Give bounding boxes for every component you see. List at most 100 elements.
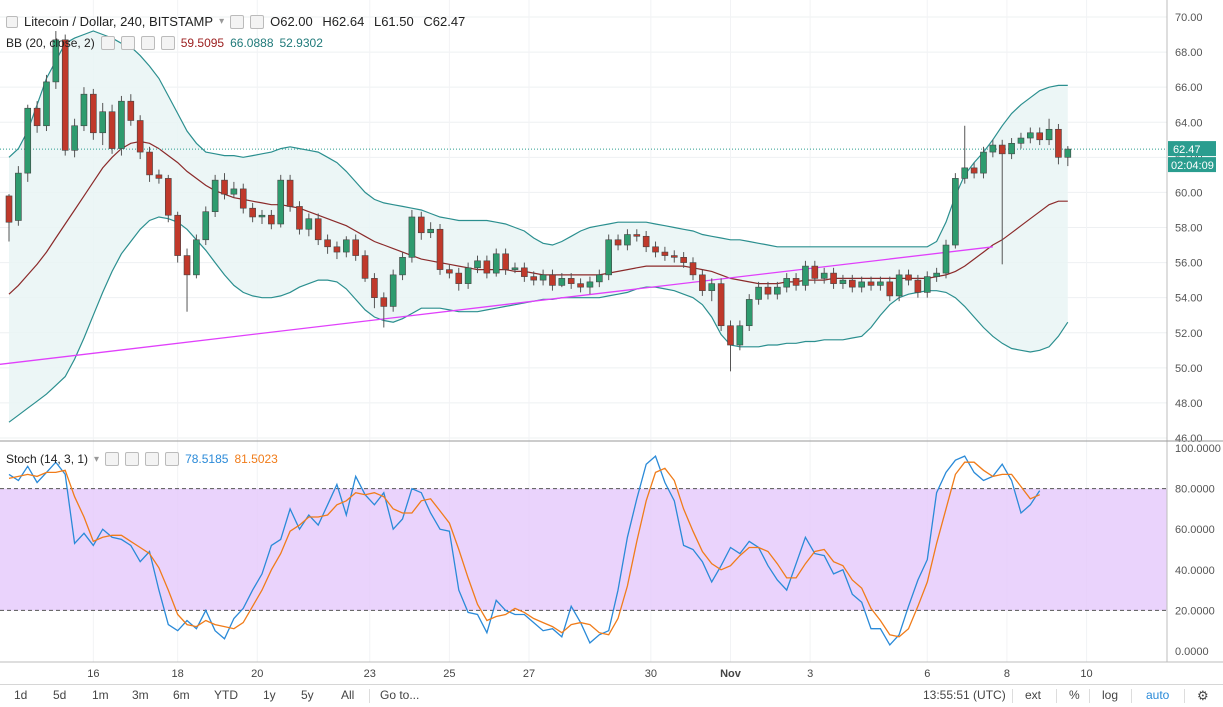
candle-body bbox=[549, 274, 556, 286]
candle-body bbox=[427, 228, 434, 234]
candle-body bbox=[596, 274, 603, 283]
settings-icon[interactable] bbox=[250, 14, 265, 29]
chevron-down-icon[interactable]: ▾ bbox=[219, 16, 225, 27]
candle bbox=[249, 202, 256, 223]
candle-body bbox=[980, 151, 987, 174]
more-icon[interactable] bbox=[160, 36, 175, 50]
settings-icon[interactable] bbox=[120, 36, 135, 50]
candle-body bbox=[436, 228, 444, 270]
candle bbox=[652, 241, 659, 258]
gear-icon[interactable]: ⚙ bbox=[1197, 688, 1209, 703]
candle-body bbox=[455, 272, 463, 284]
candle bbox=[577, 278, 584, 293]
log-toggle[interactable]: log bbox=[1102, 688, 1119, 702]
goto-button[interactable]: Go to... bbox=[380, 688, 420, 702]
candle bbox=[1017, 132, 1025, 149]
candle bbox=[745, 294, 753, 331]
candle bbox=[455, 267, 463, 291]
auto-toggle[interactable]: auto bbox=[1146, 688, 1170, 702]
candle-body bbox=[867, 281, 875, 286]
stoch-tick-label: 20.0000 bbox=[1175, 605, 1215, 617]
candle bbox=[521, 262, 528, 282]
stoch-d-value: 81.5023 bbox=[234, 452, 278, 466]
time-tick-label: 3 bbox=[807, 668, 813, 680]
range-3m[interactable]: 3m bbox=[132, 688, 149, 702]
candle bbox=[502, 248, 509, 275]
eye-icon[interactable] bbox=[230, 14, 245, 29]
candle bbox=[614, 234, 622, 251]
stoch-band bbox=[0, 488, 1167, 611]
candle-body bbox=[764, 286, 772, 295]
candle bbox=[5, 194, 13, 242]
settings-icon[interactable] bbox=[125, 452, 140, 466]
eye-icon[interactable] bbox=[100, 36, 115, 50]
candle bbox=[99, 102, 106, 146]
candle-body bbox=[108, 111, 116, 149]
time-tick-label: 20 bbox=[251, 668, 263, 680]
candle-body bbox=[61, 39, 69, 151]
candle-body bbox=[371, 278, 378, 298]
candle-body bbox=[567, 278, 575, 284]
candle bbox=[961, 125, 969, 184]
range-ytd[interactable]: YTD bbox=[214, 688, 238, 702]
candle-body bbox=[605, 239, 612, 276]
range-5d[interactable]: 5d bbox=[53, 688, 67, 702]
candle bbox=[1045, 118, 1053, 146]
ext-toggle[interactable]: ext bbox=[1025, 688, 1042, 702]
chevron-down-icon[interactable]: ▾ bbox=[94, 453, 100, 465]
candle-body bbox=[474, 260, 481, 269]
candle-body bbox=[136, 120, 144, 153]
range-6m[interactable]: 6m bbox=[173, 688, 190, 702]
time-tick-label: 18 bbox=[172, 668, 184, 680]
close-icon[interactable] bbox=[165, 452, 180, 466]
range-5y[interactable]: 5y bbox=[301, 688, 314, 702]
candle bbox=[1064, 146, 1072, 167]
candle-body bbox=[830, 272, 837, 284]
candle bbox=[811, 260, 819, 284]
candle-body bbox=[492, 253, 500, 274]
candle-body bbox=[202, 211, 210, 241]
candle-body bbox=[333, 246, 341, 253]
candle bbox=[239, 183, 247, 214]
candle bbox=[895, 269, 903, 302]
candle-body bbox=[820, 272, 828, 279]
range-1m[interactable]: 1m bbox=[92, 688, 109, 702]
candle bbox=[680, 252, 687, 268]
candle bbox=[567, 273, 575, 289]
chart-canvas: 70.00 68.00 66.00 64.00 62.00 60.00 58.00 56.00… bbox=[0, 0, 1223, 680]
time-tick-label: 10 bbox=[1080, 668, 1092, 680]
candle bbox=[558, 273, 566, 288]
candle bbox=[286, 174, 294, 212]
candle-body bbox=[521, 267, 528, 277]
candle-body bbox=[642, 235, 650, 248]
candle bbox=[923, 271, 931, 298]
candle bbox=[736, 320, 744, 351]
candle bbox=[446, 264, 453, 279]
candle-body bbox=[942, 244, 950, 274]
candle-body bbox=[99, 111, 106, 134]
candle-body bbox=[183, 255, 191, 276]
price-tick-label: 60.00 bbox=[1175, 187, 1203, 199]
range-1d[interactable]: 1d bbox=[14, 688, 28, 702]
utc-clock: 13:55:51 (UTC) bbox=[923, 688, 1006, 702]
candle bbox=[642, 231, 650, 253]
close-icon[interactable] bbox=[140, 36, 155, 50]
candle-body bbox=[118, 100, 125, 149]
candle bbox=[24, 104, 32, 182]
candle bbox=[183, 248, 191, 312]
bb-fill bbox=[9, 31, 1068, 423]
eye-icon[interactable] bbox=[105, 452, 120, 466]
add-icon[interactable] bbox=[145, 452, 160, 466]
range-1y[interactable]: 1y bbox=[263, 688, 276, 702]
collapse-icon[interactable] bbox=[6, 15, 18, 28]
candle bbox=[942, 239, 950, 279]
candle-body bbox=[314, 218, 322, 241]
candle bbox=[15, 166, 22, 226]
stoch-line-d bbox=[8, 461, 1040, 638]
range-all[interactable]: All bbox=[341, 688, 355, 702]
percent-toggle[interactable]: % bbox=[1069, 688, 1080, 702]
candle-body bbox=[905, 274, 912, 281]
stoch-tick-label: 40.0000 bbox=[1175, 565, 1215, 577]
price-tick-label: 56.00 bbox=[1175, 258, 1203, 270]
candle-body bbox=[670, 255, 678, 258]
